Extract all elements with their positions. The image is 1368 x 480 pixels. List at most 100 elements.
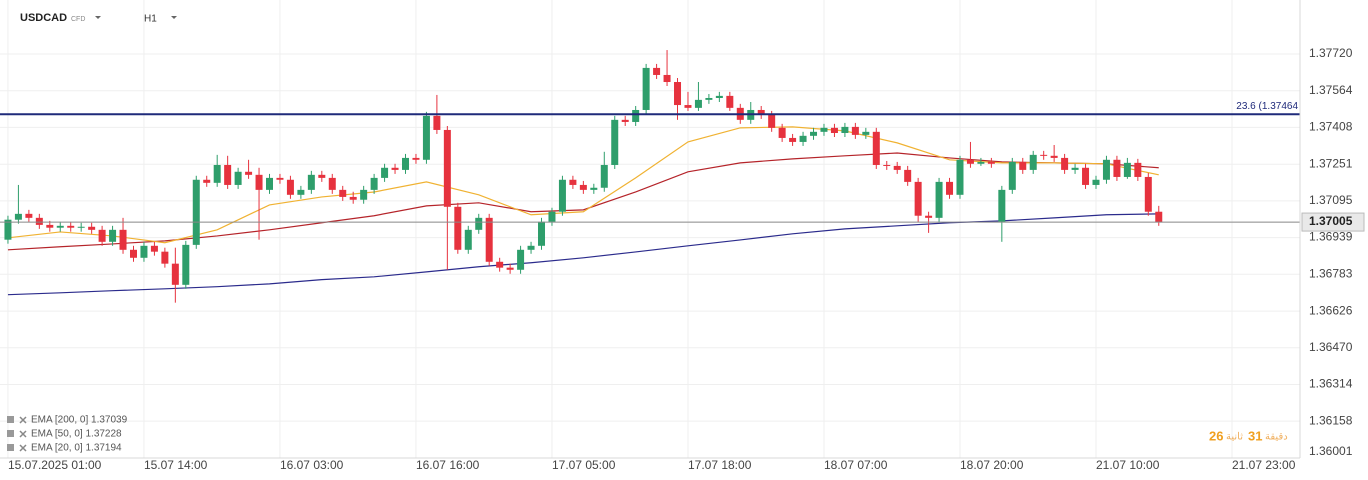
candle-body — [548, 211, 556, 222]
x-tick-label: 21.07 10:00 — [1096, 458, 1160, 472]
x-tick-label: 16.07 16:00 — [416, 458, 480, 472]
candle-body — [1134, 162, 1142, 177]
dropdown-caret[interactable] — [171, 16, 177, 19]
candle-body — [893, 165, 901, 170]
candle-body — [590, 187, 598, 190]
candle-body — [935, 181, 943, 218]
candle-body — [464, 229, 472, 250]
candle-body — [443, 129, 451, 207]
dropdown-caret[interactable] — [95, 16, 101, 19]
x-tick-label: 17.07 18:00 — [688, 458, 752, 472]
y-tick-label: 1.36470 — [1309, 340, 1353, 354]
candle-body — [433, 115, 441, 130]
candle-body — [360, 189, 368, 200]
x-tick-label: 17.07 05:00 — [552, 458, 616, 472]
candle-body — [328, 177, 336, 190]
legend-close-icon — [19, 430, 27, 438]
candle-body — [307, 174, 315, 190]
candle-body — [872, 131, 880, 165]
x-tick-label: 18.07 20:00 — [960, 458, 1024, 472]
candle-body — [203, 179, 211, 183]
countdown-minutes: 31 — [1248, 428, 1262, 443]
candle-body — [161, 251, 169, 264]
candle-body — [1071, 167, 1079, 170]
candle-body — [1082, 167, 1090, 185]
fib-label: 23.6 (1.37464 — [1236, 101, 1298, 112]
candle-body — [1123, 162, 1131, 177]
candle-body — [1019, 161, 1027, 170]
candle-body — [558, 179, 566, 212]
candle-body — [381, 167, 389, 178]
candle-body — [119, 229, 127, 250]
x-tick-label: 15.07 14:00 — [144, 458, 208, 472]
candle-body — [987, 161, 995, 164]
candle-body — [35, 217, 43, 225]
candle-body — [56, 225, 64, 228]
candle-body — [109, 229, 117, 242]
candle-body — [1155, 211, 1163, 223]
candle-body — [1113, 159, 1121, 177]
candle-body — [904, 169, 912, 182]
symbol[interactable]: USDCAD — [20, 12, 67, 24]
candle-body — [506, 267, 514, 270]
y-tick-label: 1.36783 — [1309, 266, 1353, 280]
candle-body — [276, 177, 284, 180]
candle-body — [412, 157, 420, 160]
legend-close-icon — [19, 444, 27, 452]
axes: 1.37720 1.37564 1.37408 1.37251 1.37095 1.369… — [0, 46, 1365, 472]
candle-body — [129, 249, 137, 258]
last-price-label: 1.37005 — [1309, 214, 1353, 228]
candle-body — [98, 229, 106, 242]
candle-body — [977, 161, 985, 164]
candle-body — [297, 189, 305, 195]
candle-body — [883, 164, 891, 166]
countdown: 26 ثانية 31 دقيقة — [1209, 428, 1288, 443]
y-tick-label: 1.37720 — [1309, 46, 1353, 60]
candle-body — [140, 245, 148, 258]
candle-body — [684, 105, 692, 108]
candle-body — [422, 115, 430, 160]
y-tick-label: 1.36939 — [1309, 230, 1353, 244]
candle-body — [674, 82, 682, 106]
candle-body — [224, 164, 232, 185]
candle-body — [171, 263, 179, 285]
candle-body — [778, 127, 786, 138]
candle-body — [705, 97, 713, 100]
candle-body — [349, 196, 357, 200]
candle-body — [621, 119, 629, 122]
y-tick-label: 1.36314 — [1309, 377, 1353, 391]
candle-body — [862, 131, 870, 135]
candle-body — [851, 126, 859, 135]
y-tick-label: 1.37564 — [1309, 83, 1353, 97]
candle-body — [579, 184, 587, 190]
candle-body — [653, 67, 661, 75]
candle-body — [830, 127, 838, 134]
y-tick-label: 1.37251 — [1309, 156, 1353, 170]
legend-icon — [7, 444, 14, 451]
candle-body — [213, 164, 221, 183]
countdown-seconds-label: ثانية — [1226, 432, 1243, 443]
timeframe[interactable]: H1 — [144, 14, 157, 25]
candle-body — [789, 137, 797, 142]
candle-body — [485, 217, 493, 262]
legend-entry: EMA [200, 0] 1.37039 — [31, 415, 128, 426]
candle-body — [611, 119, 619, 165]
legend-close-icon — [19, 416, 27, 424]
candle-body — [77, 226, 85, 228]
candle-body — [966, 159, 974, 164]
candle-body — [454, 206, 462, 250]
candle-body — [757, 109, 765, 115]
candle-body — [339, 189, 347, 197]
candle-body — [25, 213, 33, 218]
candle-body — [663, 74, 671, 83]
candle-body — [67, 225, 75, 228]
candle-body — [914, 181, 922, 216]
candle-body — [234, 171, 242, 185]
candle-body — [1029, 154, 1037, 170]
candle-body — [1102, 159, 1110, 180]
candle-body — [1008, 161, 1016, 190]
candle-body — [475, 217, 483, 230]
legend-entry: EMA [20, 0] 1.37194 — [31, 443, 122, 454]
